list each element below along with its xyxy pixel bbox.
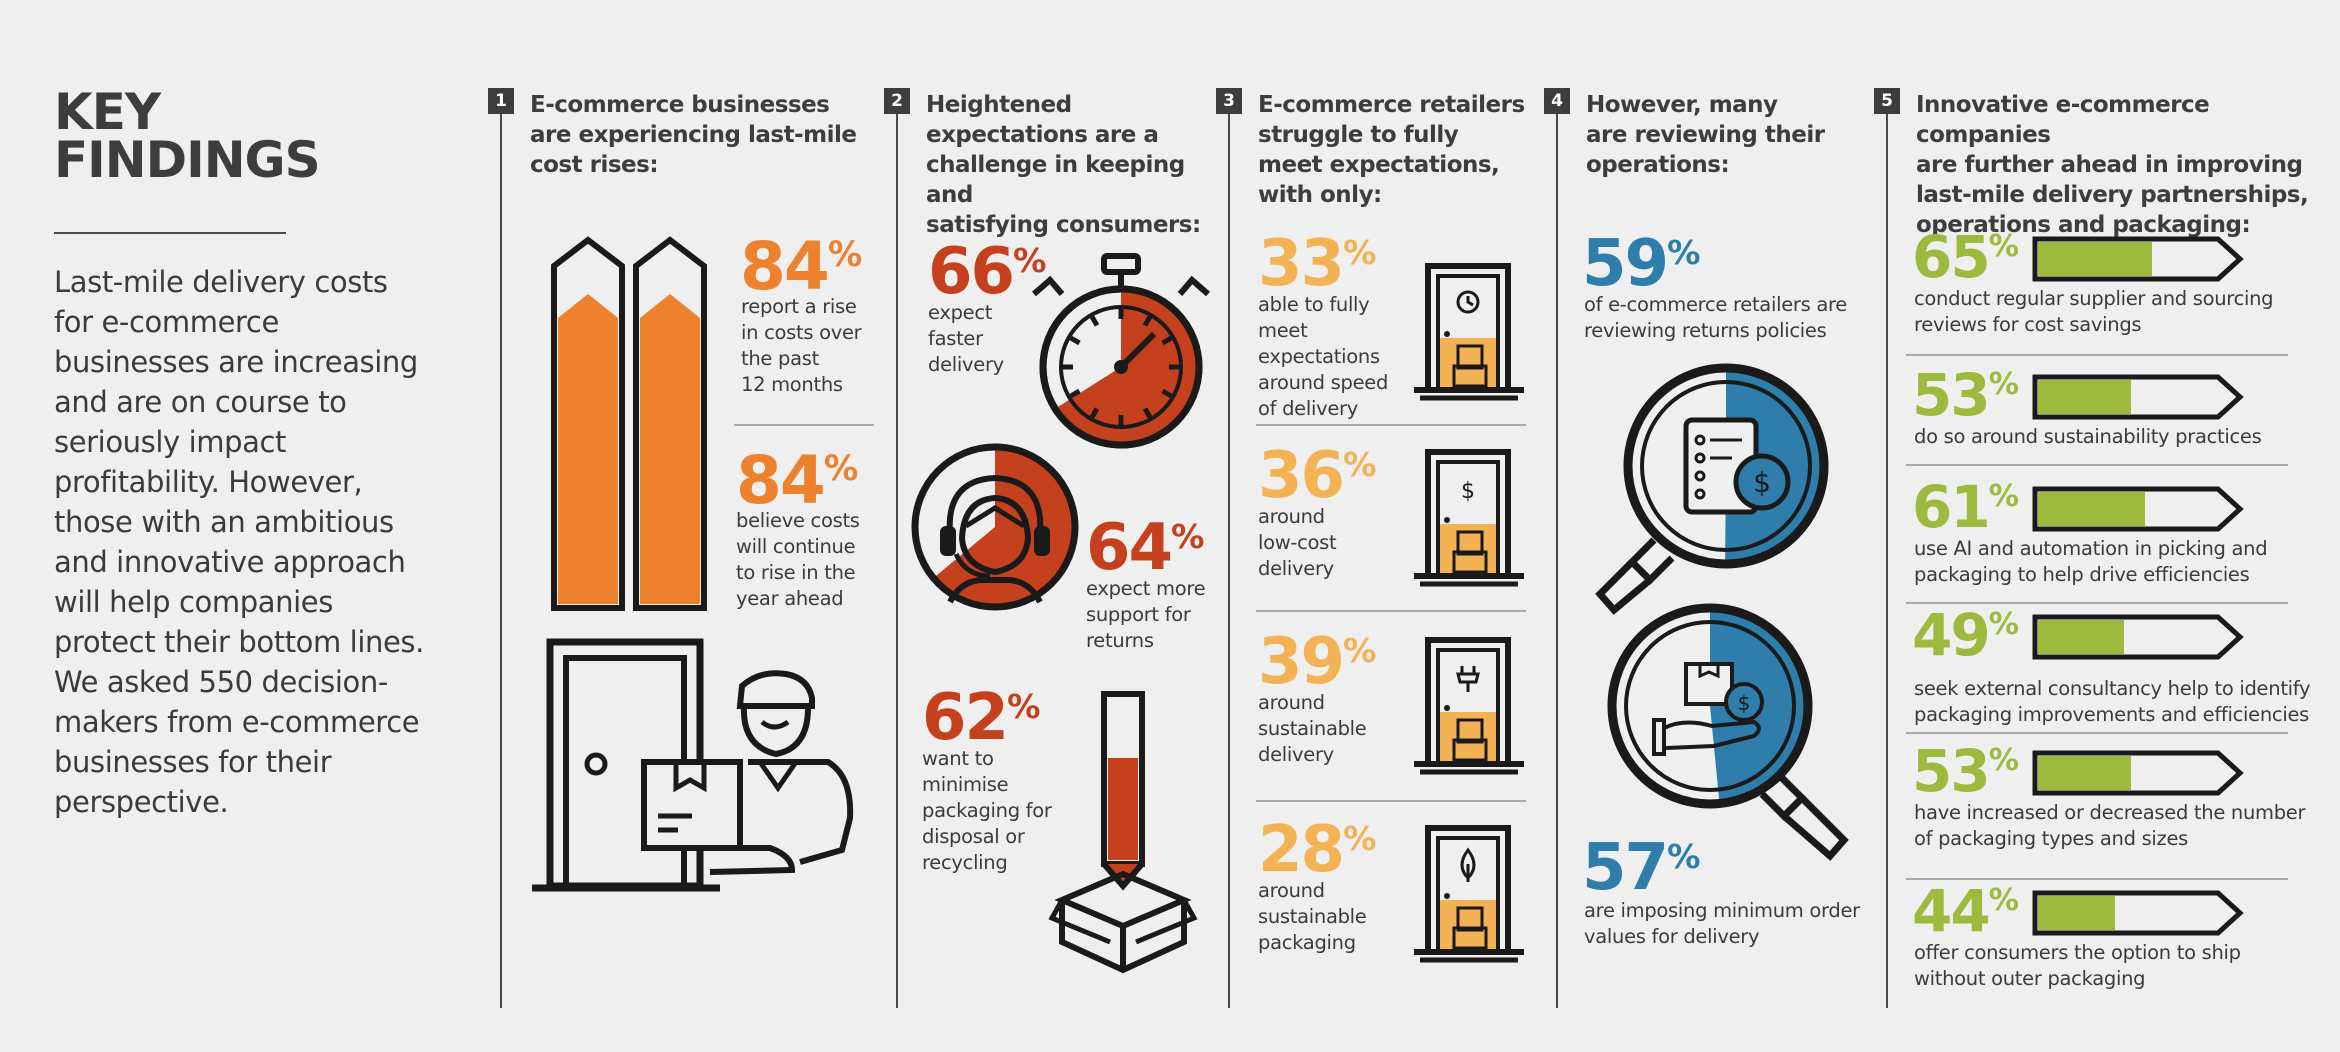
stat-5-3-value: 61%	[1912, 473, 2019, 541]
stat-3-3-value: 39%	[1258, 625, 1377, 699]
section-5-number: 5	[1874, 88, 1900, 114]
stat-divider	[1906, 354, 2288, 356]
stat-divider	[1906, 878, 2288, 880]
section-2-number: 2	[884, 88, 910, 114]
section-5-heading: Innovative e-commerce companies are furt…	[1916, 92, 2309, 238]
stat-3-4-label: around sustainable packaging	[1258, 879, 1367, 954]
stat-5-4-label: seek external consultancy help to identi…	[1914, 677, 2311, 726]
stat-divider	[1906, 602, 2288, 604]
stat-4-1-value: 59%	[1582, 227, 1701, 301]
stat-3-2-label: around low-cost delivery	[1258, 505, 1337, 580]
section-1-divider	[500, 90, 502, 1008]
stopwatch-icon	[1032, 253, 1210, 449]
stat-divider	[1906, 732, 2288, 734]
section-5-divider	[1886, 90, 1888, 1008]
stat-4-2-value: 57%	[1582, 831, 1701, 905]
stat-5-6-value: 44%	[1912, 877, 2019, 945]
stat-2-1-label: expect faster delivery	[928, 301, 1004, 376]
magnifier-order-icon: $	[1607, 603, 1849, 861]
stat-divider	[1256, 800, 1526, 802]
section-4-heading: However, many are reviewing their operat…	[1586, 92, 1825, 178]
progress-bar-fill	[2038, 620, 2124, 654]
stat-divider	[734, 424, 874, 426]
section-2-heading: Heightened expectations are a challenge …	[926, 92, 1201, 238]
progress-bar-1	[2032, 236, 2244, 282]
stat-1-1-value: 84%	[740, 228, 863, 305]
stat-2-2-value: 64%	[1086, 511, 1205, 585]
progress-bar-2	[2032, 374, 2244, 420]
intro-text: Last-mile delivery costs for e-commerce …	[54, 265, 424, 819]
stat-3-3-label: around sustainable delivery	[1258, 691, 1367, 766]
stat-5-5-label: have increased or decreased the number o…	[1914, 801, 2306, 850]
title-divider	[54, 232, 286, 234]
svg-text:$: $	[1753, 466, 1771, 499]
stat-5-1-value: 65%	[1912, 223, 2019, 291]
delivery-person-icon	[532, 638, 854, 892]
progress-bar-6	[2032, 890, 2244, 936]
page-title: KEY FINDINGS	[54, 83, 321, 189]
leaf-door-icon	[1414, 825, 1524, 963]
stat-3-1-value: 33%	[1258, 227, 1377, 301]
stat-2-3-value: 62%	[922, 681, 1041, 755]
svg-text:$: $	[1461, 479, 1475, 504]
rising-arrows-icon	[551, 236, 707, 611]
stat-2-2-label: expect more support for returns	[1086, 577, 1206, 652]
section-4-divider	[1556, 90, 1558, 1008]
dollar-door-icon: $	[1414, 449, 1524, 587]
section-1-number: 1	[488, 88, 514, 114]
progress-bar-fill	[2038, 242, 2152, 276]
progress-bar-4	[2032, 614, 2244, 660]
stat-5-2-label: do so around sustainability practices	[1914, 425, 2262, 448]
stat-3-2-value: 36%	[1258, 439, 1377, 513]
progress-bar-fill	[2038, 896, 2115, 930]
stat-2-1-value: 66%	[928, 235, 1047, 309]
magnifier-policy-icon: $	[1595, 363, 1829, 615]
section-1-heading: E-commerce businesses are experiencing l…	[530, 92, 857, 178]
section-2-divider	[896, 90, 898, 1008]
progress-bar-5	[2032, 750, 2244, 796]
stat-1-2-label: believe costs will continue to rise in t…	[736, 509, 860, 610]
progress-bar-outline	[2032, 236, 2244, 282]
clock-door-icon	[1414, 263, 1524, 401]
stat-4-2-label: are imposing minimum order values for de…	[1584, 899, 1860, 948]
stat-3-4-value: 28%	[1258, 813, 1377, 887]
stat-5-5-value: 53%	[1912, 737, 2019, 805]
stat-5-1-label: conduct regular supplier and sourcing re…	[1914, 287, 2274, 336]
progress-bar-fill	[2038, 380, 2131, 414]
stat-divider	[1906, 464, 2288, 466]
section-3-divider	[1228, 90, 1230, 1008]
progress-bar-fill	[2038, 756, 2131, 790]
stat-1-1-label: report a rise in costs over the past 12 …	[741, 295, 862, 396]
progress-bar-fill	[2038, 492, 2145, 526]
stat-5-2-value: 53%	[1912, 361, 2019, 429]
progress-bar-outline	[2032, 486, 2244, 532]
stat-5-3-label: use AI and automation in picking and pac…	[1914, 537, 2268, 586]
progress-bar-outline	[2032, 890, 2244, 936]
stat-divider	[1256, 610, 1526, 612]
stat-divider	[1256, 424, 1526, 426]
progress-bar-outline	[2032, 374, 2244, 420]
section-4-number: 4	[1544, 88, 1570, 114]
stat-5-6-label: offer consumers the option to ship witho…	[1914, 941, 2241, 990]
headset-agent-icon	[911, 443, 1079, 611]
stat-4-1-label: of e-commerce retailers are reviewing re…	[1584, 293, 1847, 342]
stat-1-2-value: 84%	[736, 442, 859, 519]
packaging-tube-icon	[1048, 691, 1198, 974]
progress-bar-outline	[2032, 614, 2244, 660]
progress-bar-outline	[2032, 750, 2244, 796]
section-3-heading: E-commerce retailers struggle to fully m…	[1258, 92, 1525, 208]
progress-bar-3	[2032, 486, 2244, 532]
svg-text:$: $	[1738, 691, 1751, 715]
section-3-number: 3	[1216, 88, 1242, 114]
stat-5-4-value: 49%	[1912, 601, 2019, 669]
stat-3-1-label: able to fully meet expectations around s…	[1258, 293, 1389, 420]
stat-2-3-label: want to minimise packaging for disposal …	[922, 747, 1052, 874]
plug-door-icon	[1414, 637, 1524, 775]
